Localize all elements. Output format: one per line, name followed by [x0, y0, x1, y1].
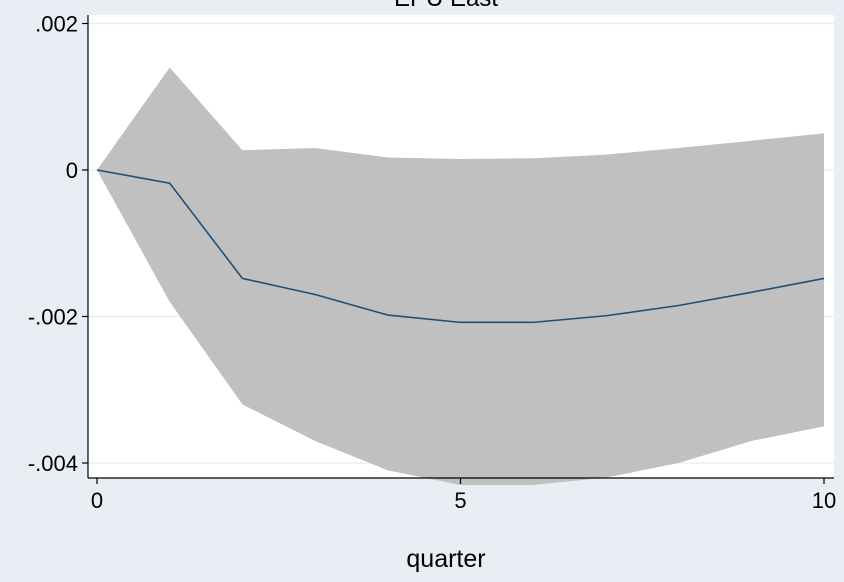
irf-line — [96, 169, 825, 324]
confidence-band — [97, 67, 824, 485]
chart-title: EPU East — [394, 0, 498, 12]
y-tick-label: -.004 — [28, 451, 78, 476]
x-tick-label: 0 — [91, 488, 103, 513]
y-tick-label: 0 — [66, 158, 78, 183]
y-tick-label: -.002 — [28, 305, 78, 330]
x-tick-label: 5 — [454, 488, 466, 513]
x-axis-label: quarter — [406, 545, 485, 573]
axes-layer: .002 0 -.002 -.004 0 5 10 — [28, 12, 836, 514]
y-tick-label: .002 — [35, 12, 78, 37]
x-tick-label: 10 — [812, 488, 836, 513]
